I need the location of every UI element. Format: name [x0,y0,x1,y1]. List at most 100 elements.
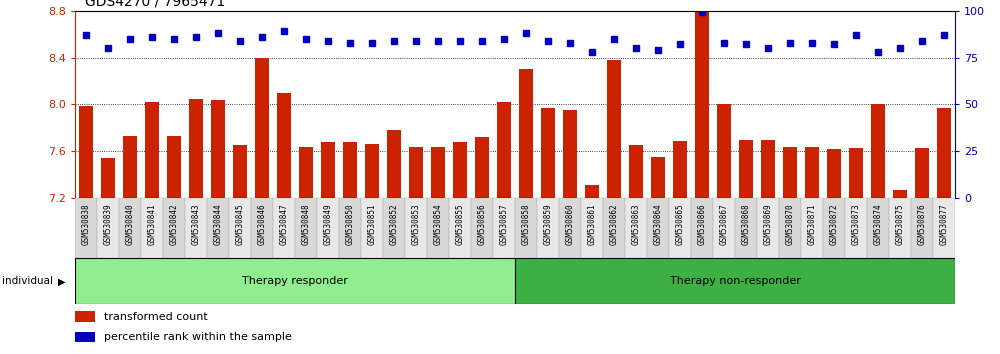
Bar [185,198,207,258]
Bar [911,198,933,258]
Text: GDS4270 / 7965471: GDS4270 / 7965471 [85,0,225,9]
Bar [75,312,95,322]
Text: GSM530871: GSM530871 [808,203,816,245]
Text: GSM530862: GSM530862 [610,203,618,245]
Bar [779,198,801,258]
Bar [387,130,401,198]
Bar [317,198,339,258]
Bar [273,198,295,258]
Bar [717,104,731,198]
Text: GSM530843: GSM530843 [192,203,200,245]
Text: GSM530848: GSM530848 [302,203,310,245]
Text: GSM530865: GSM530865 [676,203,684,245]
Bar [497,102,511,198]
Bar [541,108,555,198]
Bar [889,198,911,258]
Text: GSM530842: GSM530842 [170,203,178,245]
Text: GSM530869: GSM530869 [764,203,772,245]
Bar [563,110,577,198]
Text: GSM530856: GSM530856 [478,203,486,245]
Text: GSM530858: GSM530858 [522,203,530,245]
Bar [471,198,493,258]
Bar [167,136,181,198]
Bar [739,139,753,198]
Bar [515,198,537,258]
Text: GSM530847: GSM530847 [280,203,288,245]
Text: GSM530866: GSM530866 [698,203,706,245]
Bar [761,139,775,198]
Bar [695,11,709,198]
Bar [625,198,647,258]
Bar [75,198,97,258]
Text: GSM530873: GSM530873 [852,203,860,245]
Bar [145,102,159,198]
Bar [805,147,819,198]
Bar [607,60,621,198]
Bar [783,147,797,198]
Bar [97,198,119,258]
Text: GSM530841: GSM530841 [148,203,156,245]
Bar [823,198,845,258]
Bar [651,157,665,198]
Bar [233,145,247,198]
Bar [735,198,757,258]
Text: GSM530845: GSM530845 [236,203,244,245]
Bar [343,142,357,198]
Text: GSM530859: GSM530859 [544,203,552,245]
Bar [669,198,691,258]
Text: GSM530853: GSM530853 [412,203,420,245]
Text: GSM530852: GSM530852 [390,203,398,245]
Bar [757,198,779,258]
Text: GSM530867: GSM530867 [720,203,728,245]
Bar [893,190,907,198]
Bar [515,258,955,304]
Bar [713,198,735,258]
Bar [251,198,273,258]
Bar [647,198,669,258]
Bar [801,198,823,258]
Bar [449,198,471,258]
Bar [299,147,313,198]
Bar [75,332,95,342]
Text: GSM530849: GSM530849 [324,203,332,245]
Text: GSM530872: GSM530872 [830,203,838,245]
Bar [119,198,141,258]
Text: GSM530857: GSM530857 [500,203,509,245]
Bar [431,147,445,198]
Bar [915,148,929,198]
Bar [827,149,841,198]
Text: GSM530855: GSM530855 [456,203,464,245]
Bar [691,198,713,258]
Text: Therapy non-responder: Therapy non-responder [670,276,800,286]
Bar [211,100,225,198]
Bar [871,104,885,198]
Bar [453,142,467,198]
Bar [845,198,867,258]
Text: GSM530876: GSM530876 [918,203,926,245]
Bar [581,198,603,258]
Bar [123,136,137,198]
Bar [229,198,251,258]
Text: GSM530844: GSM530844 [214,203,222,245]
Text: GSM530868: GSM530868 [742,203,750,245]
Text: GSM530854: GSM530854 [434,203,442,245]
Bar [163,198,185,258]
Text: GSM530875: GSM530875 [896,203,904,245]
Text: GSM530839: GSM530839 [104,203,112,245]
Bar [427,198,449,258]
Bar [361,198,383,258]
Text: GSM530861: GSM530861 [588,203,596,245]
Bar [493,198,515,258]
Bar [339,198,361,258]
Bar [207,198,229,258]
Text: GSM530838: GSM530838 [82,203,90,245]
Text: GSM530860: GSM530860 [566,203,574,245]
Text: individual: individual [2,276,53,286]
Bar [475,137,489,198]
Bar [603,198,625,258]
Text: GSM530846: GSM530846 [258,203,266,245]
Bar [519,69,533,198]
Bar [409,147,423,198]
Bar [559,198,581,258]
Bar [101,158,115,198]
